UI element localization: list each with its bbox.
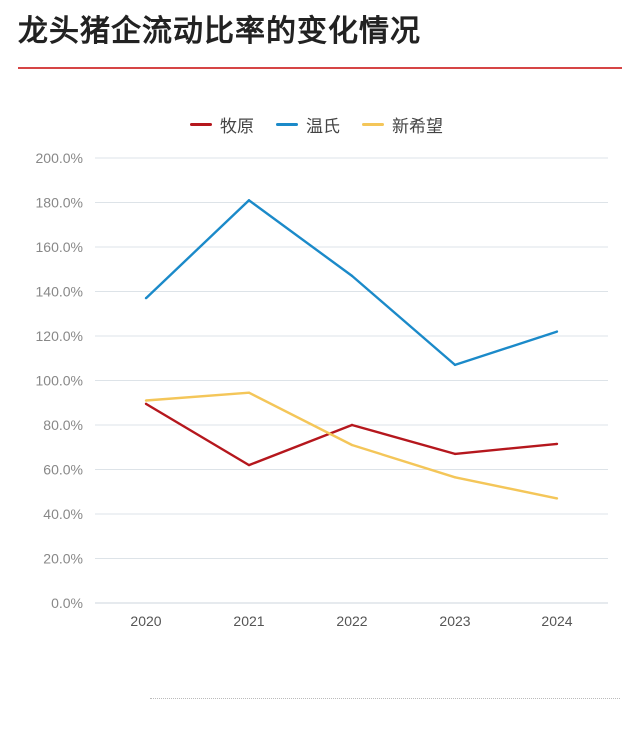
- data-point: [144, 296, 148, 300]
- y-tick-label: 180.0%: [36, 195, 83, 211]
- x-tick-label: 2020: [130, 613, 161, 629]
- legend-item-wens: 温氏: [276, 112, 340, 137]
- y-tick-label: 140.0%: [36, 284, 83, 300]
- y-tick-label: 60.0%: [43, 462, 83, 478]
- x-tick-label: 2023: [439, 613, 470, 629]
- legend-label-muyuan: 牧原: [220, 117, 254, 137]
- data-point: [350, 274, 354, 278]
- legend-item-newhope: 新希望: [362, 112, 443, 137]
- data-point: [350, 423, 354, 427]
- data-point: [555, 330, 559, 333]
- series-line-wens: [145, 199, 558, 367]
- data-point: [555, 442, 559, 446]
- data-point: [247, 391, 251, 394]
- legend-swatch-wens: [276, 123, 298, 126]
- y-tick-label: 80.0%: [43, 417, 83, 433]
- data-point: [555, 497, 559, 500]
- x-tick-label: 2024: [541, 613, 572, 629]
- chart-title: 龙头猪企流动比率的变化情况: [18, 14, 421, 49]
- data-point: [350, 443, 354, 447]
- y-tick-label: 160.0%: [36, 239, 83, 255]
- x-tick-label: 2021: [233, 613, 264, 629]
- title-divider: [18, 67, 622, 69]
- y-tick-label: 20.0%: [43, 551, 83, 567]
- data-point: [247, 199, 251, 202]
- legend: 牧原 温氏 新希望: [190, 112, 443, 137]
- legend-label-newhope: 新希望: [392, 117, 443, 137]
- y-tick-label: 40.0%: [43, 506, 83, 522]
- y-tick-label: 200.0%: [36, 150, 83, 166]
- series-line-muyuan: [145, 402, 558, 467]
- data-point: [453, 363, 457, 367]
- x-tick-label: 2022: [336, 613, 367, 629]
- data-point: [453, 452, 457, 456]
- data-point: [144, 402, 148, 406]
- legend-swatch-muyuan: [190, 123, 212, 126]
- legend-item-muyuan: 牧原: [190, 112, 254, 137]
- data-point: [247, 463, 251, 467]
- data-point: [453, 476, 457, 479]
- y-tick-label: 0.0%: [51, 595, 83, 611]
- bottom-divider: [150, 698, 620, 699]
- legend-label-wens: 温氏: [306, 117, 340, 137]
- y-tick-label: 100.0%: [36, 373, 83, 389]
- legend-swatch-newhope: [362, 123, 384, 126]
- data-point: [144, 399, 148, 402]
- y-tick-label: 120.0%: [36, 328, 83, 344]
